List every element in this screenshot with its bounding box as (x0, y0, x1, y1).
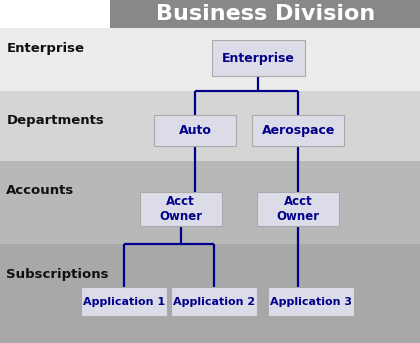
Text: Acct
Owner: Acct Owner (277, 195, 320, 223)
Bar (0, 161, 420, 244)
FancyBboxPatch shape (171, 287, 257, 316)
Text: Auto: Auto (179, 124, 212, 137)
FancyBboxPatch shape (139, 192, 222, 226)
Text: Enterprise: Enterprise (6, 42, 84, 55)
FancyBboxPatch shape (212, 40, 304, 76)
Bar (0, 244, 420, 343)
FancyBboxPatch shape (81, 287, 167, 316)
FancyBboxPatch shape (252, 115, 344, 146)
Bar (0, 0, 110, 28)
FancyBboxPatch shape (257, 192, 339, 226)
Text: Aerospace: Aerospace (262, 124, 335, 137)
Text: Application 2: Application 2 (173, 297, 255, 307)
Text: Departments: Departments (6, 114, 104, 127)
Text: Business Division: Business Division (155, 4, 375, 24)
Text: Acct
Owner: Acct Owner (159, 195, 202, 223)
Bar (0, 28, 420, 91)
FancyBboxPatch shape (268, 287, 354, 316)
Text: Enterprise: Enterprise (222, 52, 295, 65)
Text: Accounts: Accounts (6, 184, 75, 197)
Bar (0, 91, 420, 161)
Text: Application 1: Application 1 (83, 297, 165, 307)
Text: Application 3: Application 3 (270, 297, 352, 307)
Text: Subscriptions: Subscriptions (6, 268, 109, 281)
FancyBboxPatch shape (155, 115, 236, 146)
Bar (110, 0, 420, 28)
